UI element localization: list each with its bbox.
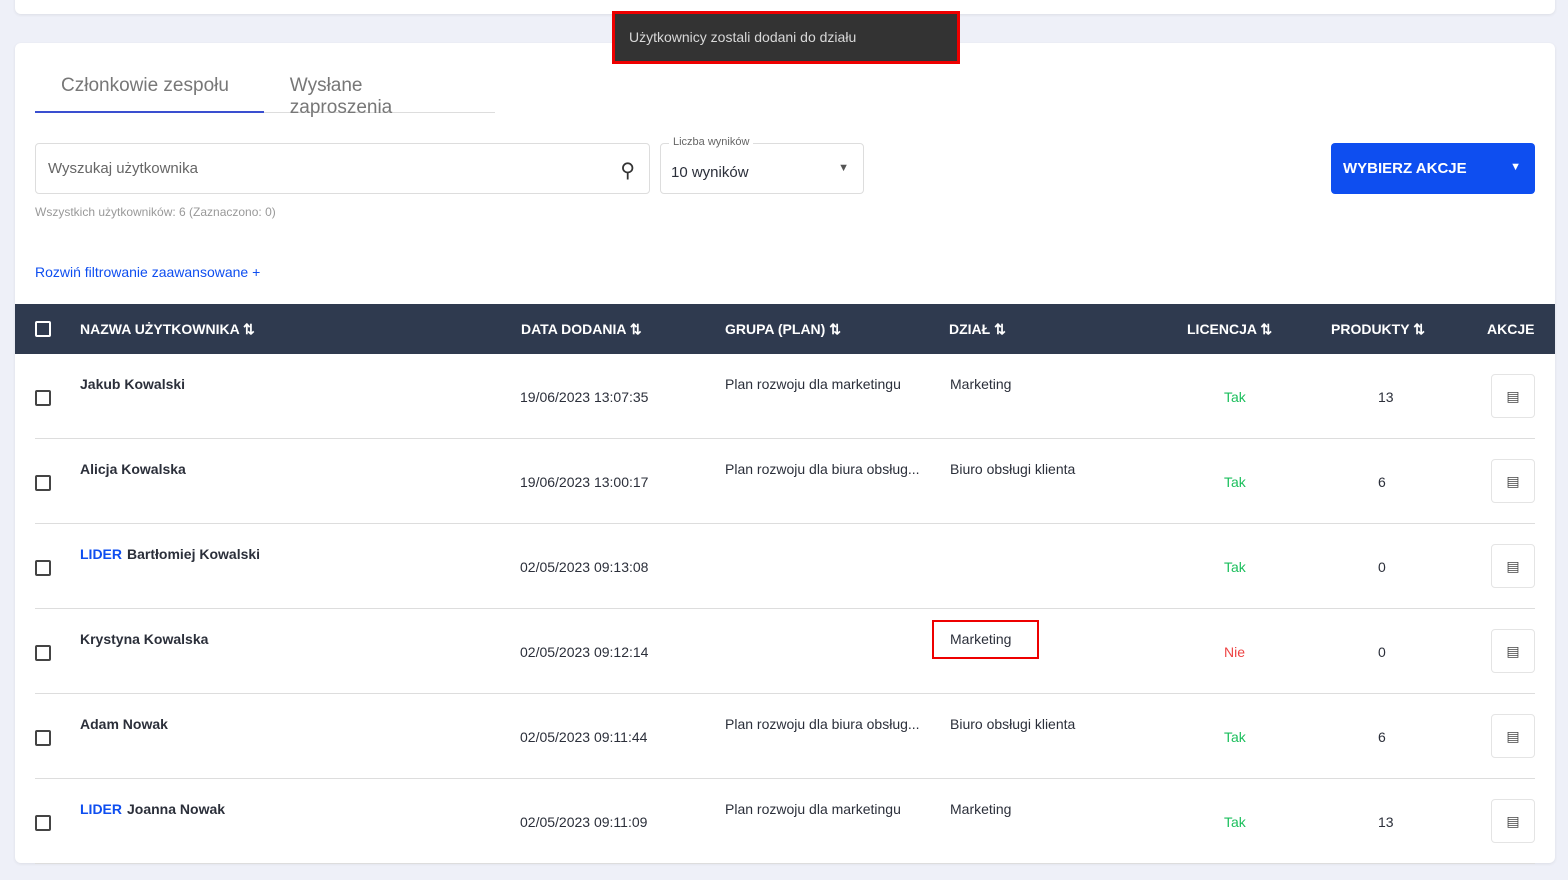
products-count: 0 [1378, 644, 1386, 660]
results-value: 10 wyników [671, 164, 749, 181]
group-plan: Plan rozwoju dla marketingu [725, 376, 901, 392]
main-card: Członkowie zespołu Wysłane zaproszenia W… [15, 43, 1555, 864]
user-name: Jakub Kowalski [80, 376, 185, 392]
row-checkbox[interactable] [35, 475, 51, 491]
details-button[interactable]: ▤ [1491, 459, 1535, 503]
date-added: 02/05/2023 09:11:44 [520, 729, 648, 745]
highlight-box [932, 620, 1039, 659]
user-name-text: Joanna Nowak [127, 801, 226, 817]
license-status: Tak [1224, 474, 1246, 490]
select-all-checkbox[interactable] [35, 321, 51, 337]
department: Marketing [950, 801, 1012, 817]
department: Marketing [950, 631, 1012, 647]
col-products[interactable]: PRODUKTY ⇅ [1331, 321, 1425, 337]
user-name-text: Alicja Kowalska [80, 461, 186, 477]
details-button[interactable]: ▤ [1491, 629, 1535, 673]
table-row: Adam Nowak 02/05/2023 09:11:44 Plan rozw… [35, 694, 1535, 779]
group-plan: Plan rozwoju dla biura obsług... [725, 461, 920, 477]
details-icon: ▤ [1506, 473, 1520, 489]
user-name: Alicja Kowalska [80, 461, 186, 477]
tab-members[interactable]: Członkowie zespołu [35, 63, 264, 113]
table-row: Alicja Kowalska 19/06/2023 13:00:17 Plan… [35, 439, 1535, 524]
choose-action-button[interactable]: WYBIERZ AKCJE ▼ [1331, 143, 1535, 194]
user-name: LIDER Joanna Nowak [80, 801, 225, 817]
user-name-text: Jakub Kowalski [80, 376, 186, 392]
table-header: NAZWA UŻYTKOWNIKA ⇅ DATA DODANIA ⇅ GRUPA… [15, 304, 1555, 354]
toast-notification: Użytkownicy zostali dodani do działu [612, 11, 960, 64]
date-added: 19/06/2023 13:07:35 [520, 389, 649, 405]
results-label: Liczba wyników [669, 136, 754, 148]
leader-badge: LIDER [80, 801, 122, 817]
row-checkbox[interactable] [35, 645, 51, 661]
row-checkbox[interactable] [35, 815, 51, 831]
date-added: 02/05/2023 09:13:08 [520, 559, 649, 575]
date-added: 02/05/2023 09:11:09 [520, 814, 648, 830]
department: Biuro obsługi klienta [950, 716, 1076, 732]
license-status: Tak [1224, 814, 1246, 830]
advanced-filter-link[interactable]: Rozwiń filtrowanie zaawansowane + [35, 264, 261, 280]
table-row: Krystyna Kowalska 02/05/2023 09:12:14 Ma… [35, 609, 1535, 694]
license-status: Nie [1224, 644, 1246, 660]
search-icon[interactable]: ⚲ [620, 160, 635, 182]
license-status: Tak [1224, 559, 1246, 575]
col-license[interactable]: LICENCJA ⇅ [1187, 321, 1273, 337]
table-row: LIDER Bartłomiej Kowalski 02/05/2023 09:1… [35, 524, 1535, 609]
col-date[interactable]: DATA DODANIA ⇅ [521, 321, 642, 337]
table-row: Jakub Kowalski 19/06/2023 13:07:35 Plan … [35, 354, 1535, 439]
department: Biuro obsługi klienta [950, 461, 1076, 477]
department: Marketing [950, 376, 1012, 392]
row-checkbox[interactable] [35, 390, 51, 406]
caret-down-icon: ▼ [1510, 161, 1521, 173]
search-input[interactable]: Wyszukaj użytkownika ⚲ [35, 143, 650, 194]
details-button[interactable]: ▤ [1491, 544, 1535, 588]
leader-badge: LIDER [80, 546, 122, 562]
table-row: LIDER Joanna Nowak 02/05/2023 09:11:09 Pl… [35, 779, 1535, 864]
products-count: 13 [1378, 814, 1394, 830]
date-added: 02/05/2023 09:12:14 [520, 644, 649, 660]
user-name: Adam Nowak [80, 716, 168, 732]
col-name[interactable]: NAZWA UŻYTKOWNIKA ⇅ [80, 321, 255, 337]
products-count: 6 [1378, 474, 1386, 490]
details-button[interactable]: ▤ [1491, 714, 1535, 758]
user-name: Krystyna Kowalska [80, 631, 208, 647]
details-button[interactable]: ▤ [1491, 799, 1535, 843]
button-label: WYBIERZ AKCJE [1343, 160, 1467, 177]
user-count: Wszystkich użytkowników: 6 (Zaznaczono: … [35, 205, 276, 219]
top-card [15, 0, 1555, 14]
user-name: LIDER Bartłomiej Kowalski [80, 546, 260, 562]
tabs: Członkowie zespołu Wysłane zaproszenia [35, 63, 495, 118]
row-checkbox[interactable] [35, 560, 51, 576]
products-count: 0 [1378, 559, 1386, 575]
details-icon: ▤ [1506, 558, 1520, 574]
group-plan: Plan rozwoju dla marketingu [725, 801, 901, 817]
details-icon: ▤ [1506, 813, 1520, 829]
details-icon: ▤ [1506, 643, 1520, 659]
user-name-text: Bartłomiej Kowalski [127, 546, 261, 562]
date-added: 19/06/2023 13:00:17 [520, 474, 649, 490]
results-select[interactable]: Liczba wyników 10 wyników ▼ [660, 136, 864, 194]
license-status: Tak [1224, 729, 1246, 745]
col-dept[interactable]: DZIAŁ ⇅ [949, 321, 1006, 337]
details-icon: ▤ [1506, 388, 1520, 404]
col-actions: AKCJE [1487, 321, 1535, 337]
details-icon: ▤ [1506, 728, 1520, 744]
products-count: 6 [1378, 729, 1386, 745]
search-placeholder: Wyszukaj użytkownika [48, 160, 198, 177]
license-status: Tak [1224, 389, 1246, 405]
chevron-down-icon: ▼ [838, 162, 849, 174]
products-count: 13 [1378, 389, 1394, 405]
details-button[interactable]: ▤ [1491, 374, 1535, 418]
group-plan: Plan rozwoju dla biura obsług... [725, 716, 920, 732]
user-name-text: Adam Nowak [80, 716, 168, 732]
col-group[interactable]: GRUPA (PLAN) ⇅ [725, 321, 841, 337]
user-name-text: Krystyna Kowalska [80, 631, 209, 647]
row-checkbox[interactable] [35, 730, 51, 746]
tab-invitations[interactable]: Wysłane zaproszenia [289, 75, 393, 118]
